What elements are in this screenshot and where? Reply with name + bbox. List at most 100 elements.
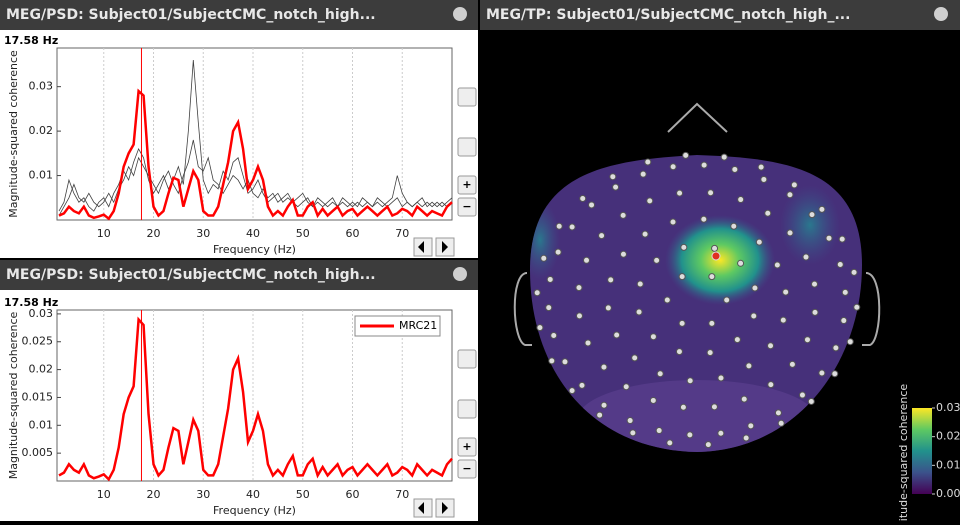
sensor[interactable]: [554, 248, 562, 256]
sensor[interactable]: [579, 195, 587, 203]
sensor[interactable]: [622, 383, 630, 391]
sensor[interactable]: [550, 331, 558, 339]
sensor[interactable]: [760, 175, 768, 183]
sensor[interactable]: [686, 431, 694, 439]
sensor[interactable]: [655, 427, 663, 435]
sensor[interactable]: [818, 205, 826, 213]
sensor[interactable]: [711, 244, 719, 252]
tool-button[interactable]: [457, 399, 477, 419]
sensor[interactable]: [747, 422, 755, 430]
sensor[interactable]: [853, 303, 861, 311]
selected-sensor[interactable]: [711, 251, 721, 261]
sensor[interactable]: [588, 201, 596, 209]
sensor[interactable]: [720, 153, 728, 161]
sensor[interactable]: [678, 273, 686, 281]
sensor[interactable]: [750, 312, 758, 320]
close-button[interactable]: [453, 267, 467, 281]
sensor[interactable]: [808, 211, 816, 219]
sensor[interactable]: [700, 161, 708, 169]
sensor[interactable]: [641, 230, 649, 238]
sensor[interactable]: [561, 358, 569, 366]
sensor[interactable]: [773, 261, 781, 269]
sensor[interactable]: [811, 280, 819, 288]
sensor[interactable]: [707, 189, 715, 197]
sensor[interactable]: [832, 344, 840, 352]
sensor[interactable]: [548, 357, 556, 365]
sensor[interactable]: [629, 429, 637, 437]
sensor[interactable]: [782, 288, 790, 296]
sensor[interactable]: [682, 151, 690, 159]
sensor[interactable]: [798, 391, 806, 399]
sensor[interactable]: [774, 409, 782, 417]
sensor[interactable]: [679, 403, 687, 411]
sensor[interactable]: [717, 429, 725, 437]
sensor[interactable]: [536, 324, 544, 332]
sensor[interactable]: [786, 229, 794, 237]
sensor[interactable]: [653, 256, 661, 264]
sensor[interactable]: [841, 288, 849, 296]
tool-button[interactable]: [457, 137, 477, 157]
sensor[interactable]: [686, 377, 694, 385]
sensor[interactable]: [612, 183, 620, 191]
sensor[interactable]: [717, 374, 725, 382]
sensor[interactable]: [836, 261, 844, 269]
sensor[interactable]: [644, 158, 652, 166]
sensor[interactable]: [578, 381, 586, 389]
sensor[interactable]: [807, 397, 815, 405]
sensor[interactable]: [600, 401, 608, 409]
sensor[interactable]: [575, 284, 583, 292]
sensor[interactable]: [635, 308, 643, 316]
sensor[interactable]: [649, 396, 657, 404]
sensor[interactable]: [669, 163, 677, 171]
sensor[interactable]: [584, 339, 592, 347]
zoom-button[interactable]: [457, 459, 477, 479]
sensor[interactable]: [838, 235, 846, 243]
sensor[interactable]: [790, 181, 798, 189]
sensor[interactable]: [737, 196, 745, 204]
sensor[interactable]: [802, 253, 810, 261]
sensor[interactable]: [649, 333, 657, 341]
sensor[interactable]: [731, 165, 739, 173]
sensor[interactable]: [757, 163, 765, 171]
sensor[interactable]: [818, 369, 826, 377]
sensor[interactable]: [666, 439, 674, 447]
sensor[interactable]: [742, 434, 750, 442]
sensor[interactable]: [646, 197, 654, 205]
sensor[interactable]: [704, 441, 712, 449]
sensor[interactable]: [764, 209, 772, 217]
sensor[interactable]: [803, 336, 811, 344]
sensor[interactable]: [737, 259, 745, 267]
sensor[interactable]: [680, 243, 688, 251]
sensor[interactable]: [767, 381, 775, 389]
sensor[interactable]: [840, 317, 848, 325]
sensor[interactable]: [604, 304, 612, 312]
sensor[interactable]: [583, 256, 591, 264]
sensor[interactable]: [676, 189, 684, 197]
sensor[interactable]: [831, 370, 839, 378]
sensor[interactable]: [675, 348, 683, 356]
sensor[interactable]: [708, 273, 716, 281]
sensor[interactable]: [540, 254, 548, 262]
sensor[interactable]: [700, 215, 708, 223]
sensor[interactable]: [730, 222, 738, 230]
tool-button[interactable]: [457, 349, 477, 369]
sensor[interactable]: [825, 234, 833, 242]
sensor[interactable]: [663, 296, 671, 304]
sensor[interactable]: [546, 275, 554, 283]
sensor[interactable]: [555, 222, 563, 230]
sensor[interactable]: [619, 250, 627, 258]
sensor[interactable]: [533, 289, 541, 297]
sensor[interactable]: [708, 319, 716, 327]
close-button[interactable]: [453, 7, 467, 21]
sensor[interactable]: [568, 387, 576, 395]
sensor[interactable]: [600, 363, 608, 371]
zoom-button[interactable]: [457, 437, 477, 457]
sensor[interactable]: [636, 280, 644, 288]
sensor[interactable]: [788, 360, 796, 368]
sensor[interactable]: [777, 419, 785, 427]
sensor[interactable]: [613, 331, 621, 339]
sensor[interactable]: [575, 312, 583, 320]
sensor[interactable]: [710, 403, 718, 411]
sensor[interactable]: [767, 342, 775, 350]
sensor[interactable]: [751, 284, 759, 292]
